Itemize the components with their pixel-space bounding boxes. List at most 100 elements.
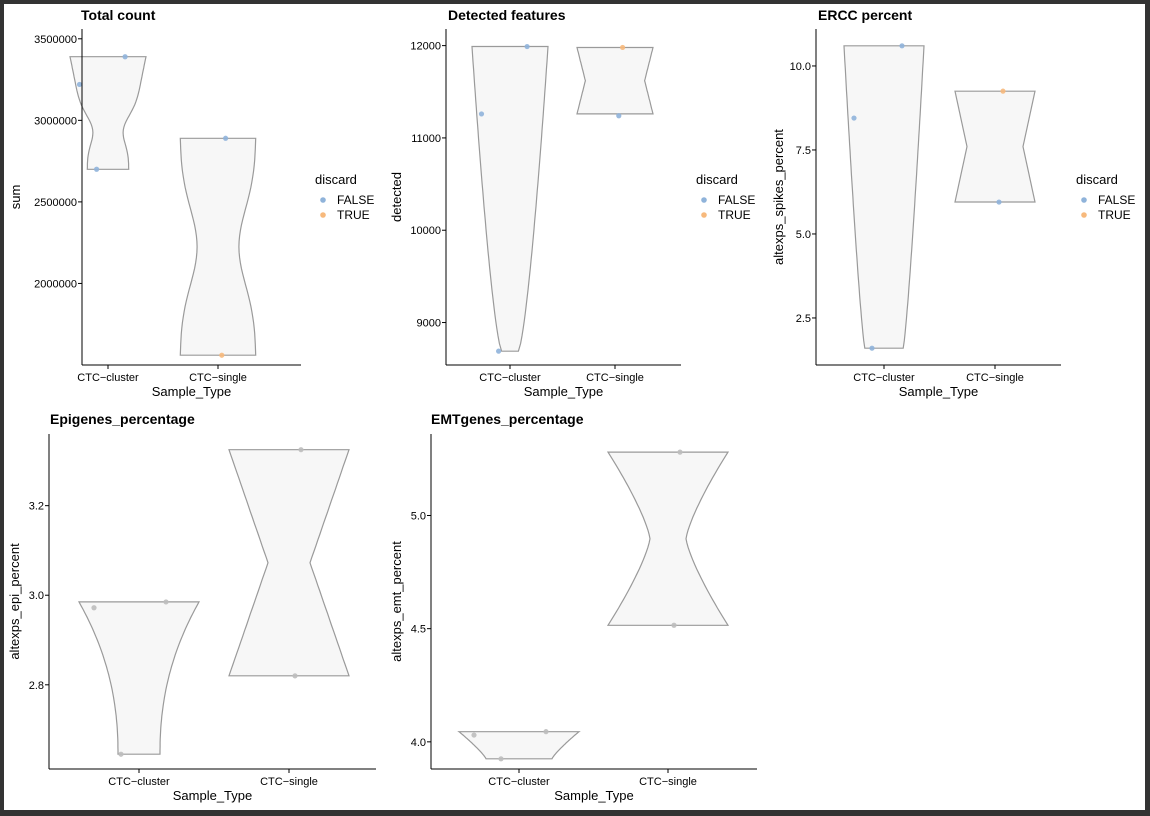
x-tick-label: CTC−single: [586, 372, 644, 384]
y-tick-label: 9000: [417, 318, 441, 330]
data-point: [524, 43, 530, 50]
chart-title: EMTgenes_percentage: [431, 411, 584, 427]
y-tick-label: 2.8: [29, 680, 44, 692]
y-tick-label: 4.5: [411, 624, 426, 636]
x-tick-label: CTC−single: [189, 372, 247, 384]
x-tick-label: CTC−single: [260, 776, 318, 788]
data-point: [677, 449, 683, 455]
chart-title: Total count: [81, 7, 156, 23]
data-point: [543, 729, 549, 735]
y-tick-label: 2.5: [796, 313, 811, 325]
violin-1: [576, 46, 654, 115]
y-tick-label: 11000: [411, 133, 441, 145]
panel-2: ERCC percent 2.5 5.0 7.5 10.0 CTC−cluster CTC−…: [771, 7, 1135, 399]
data-point: [76, 81, 83, 88]
y-tick-label: 10000: [410, 225, 441, 237]
x-tick-label: CTC−single: [639, 776, 697, 788]
legend-label-false: FALSE: [337, 193, 374, 207]
data-point: [292, 673, 298, 679]
y-tick-label: 3000000: [34, 115, 77, 127]
y-tick-label: 4.0: [411, 737, 426, 749]
panel-3: Epigenes_percentage 2.8 3.0 3.2 CTC−cluster C…: [7, 411, 376, 803]
y-tick-label: 3.0: [29, 590, 44, 602]
x-tick-label: CTC−cluster: [479, 372, 541, 384]
chart-title: Detected features: [448, 7, 566, 23]
legend-label-true: TRUE: [1098, 208, 1131, 222]
violin-1: [954, 90, 1036, 203]
data-point: [471, 732, 477, 738]
data-point: [620, 44, 626, 51]
legend-title: discard: [315, 172, 357, 187]
violin-0: [77, 601, 201, 755]
x-axis-label: Sample_Type: [152, 384, 232, 399]
data-point: [223, 135, 229, 141]
data-point: [219, 352, 225, 358]
data-point: [1000, 88, 1006, 94]
x-tick-label: CTC−cluster: [108, 776, 170, 788]
x-tick-label: CTC−cluster: [488, 776, 550, 788]
violin-0: [843, 45, 925, 349]
panel-1: Detected features 9000 10000 11000 12000 CTC−…: [389, 7, 755, 399]
panel-0: Total count 2000000 2500000 3000000 3500000 C…: [8, 7, 374, 399]
y-tick-label: 7.5: [796, 145, 811, 157]
legend-swatch-true: [1081, 212, 1087, 218]
legend-label-false: FALSE: [1098, 193, 1135, 207]
violin-1: [606, 451, 730, 626]
data-point: [616, 113, 622, 119]
data-point: [496, 348, 502, 354]
legend-swatch-false: [1081, 197, 1087, 203]
chart-title: ERCC percent: [818, 7, 912, 23]
violin-plot-grid: Total count 2000000 2500000 3000000 3500000 C…: [7, 7, 1135, 803]
legend-label-true: TRUE: [337, 208, 370, 222]
y-axis-label: altexps_emt_percent: [389, 541, 404, 662]
data-point: [118, 751, 124, 757]
data-point: [899, 43, 905, 49]
data-point: [94, 166, 100, 172]
violin-0: [471, 45, 549, 352]
data-point: [298, 447, 304, 453]
legend-swatch-true: [701, 212, 707, 218]
data-point: [91, 605, 97, 611]
violin-0: [69, 56, 147, 170]
y-tick-label: 10.0: [790, 61, 811, 73]
legend-swatch-false: [320, 197, 326, 203]
data-point: [996, 199, 1002, 205]
violin-1: [179, 137, 257, 356]
y-axis-label: detected: [389, 172, 404, 222]
legend-swatch-false: [701, 197, 707, 203]
y-tick-label: 12000: [410, 41, 441, 53]
data-point: [498, 756, 504, 762]
legend-title: discard: [1076, 172, 1118, 187]
y-tick-label: 3500000: [34, 34, 77, 46]
data-point: [122, 54, 128, 60]
x-axis-label: Sample_Type: [173, 788, 253, 803]
x-axis-label: Sample_Type: [554, 788, 634, 803]
data-point: [163, 599, 169, 605]
y-tick-label: 3.2: [29, 501, 44, 513]
figure-canvas: Total count 2000000 2500000 3000000 3500000 C…: [4, 4, 1145, 810]
violin-0: [457, 731, 581, 760]
y-axis-label: sum: [8, 185, 23, 210]
x-tick-label: CTC−single: [966, 372, 1024, 384]
x-axis-label: Sample_Type: [524, 384, 604, 399]
data-point: [478, 111, 485, 117]
y-tick-label: 5.0: [411, 510, 426, 522]
x-axis-label: Sample_Type: [899, 384, 979, 399]
y-tick-label: 2000000: [34, 278, 77, 290]
panel-4: EMTgenes_percentage 4.0 4.5 5.0 CTC−cluster C…: [389, 411, 757, 803]
legend-title: discard: [696, 172, 738, 187]
y-axis-label: altexps_spikes_percent: [771, 129, 786, 265]
chart-title: Epigenes_percentage: [50, 411, 195, 427]
legend-label-true: TRUE: [718, 208, 751, 222]
y-tick-label: 2500000: [34, 197, 77, 209]
x-tick-label: CTC−cluster: [77, 372, 139, 384]
data-point: [851, 115, 857, 121]
x-tick-label: CTC−cluster: [853, 372, 915, 384]
legend-swatch-true: [320, 212, 326, 218]
y-tick-label: 5.0: [796, 229, 811, 241]
data-point: [869, 345, 875, 351]
legend-label-false: FALSE: [718, 193, 755, 207]
